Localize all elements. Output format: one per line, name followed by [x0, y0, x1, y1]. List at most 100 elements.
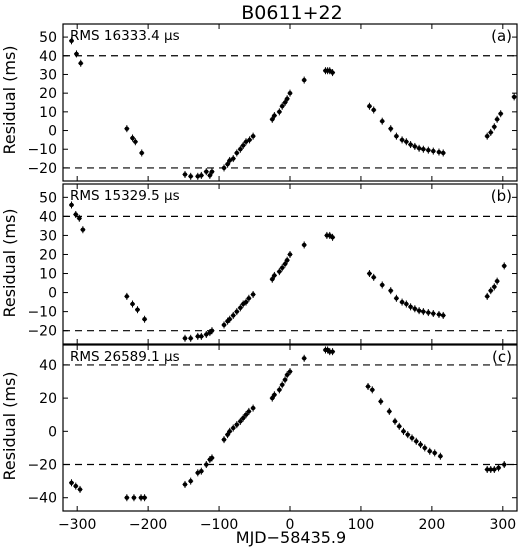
data-point: [484, 132, 490, 140]
data-point: [488, 128, 494, 136]
data-point: [271, 271, 277, 279]
data-point: [430, 310, 436, 318]
data-point: [392, 417, 398, 425]
y-tick-label: −20: [27, 161, 57, 177]
data-point: [396, 422, 402, 430]
point-marker: [272, 113, 277, 118]
data-point: [250, 290, 256, 298]
data-point: [237, 145, 243, 153]
data-point: [227, 427, 233, 435]
point-marker: [188, 174, 193, 179]
point-marker: [243, 139, 249, 144]
data-point: [484, 292, 490, 300]
point-marker: [370, 387, 375, 393]
data-point: [409, 434, 415, 442]
rms-annotation: RMS 15329.5 μs: [70, 188, 180, 204]
point-marker: [69, 202, 74, 208]
data-point: [243, 411, 249, 419]
y-tick-label: 50: [39, 190, 57, 206]
point-marker: [188, 478, 193, 484]
data-point: [366, 270, 372, 278]
x-tick-label: −300: [58, 517, 96, 533]
data-point: [78, 59, 84, 67]
point-marker: [209, 328, 215, 333]
data-point: [182, 480, 188, 488]
y-tick-label: −20: [27, 324, 57, 340]
point-marker: [142, 317, 147, 322]
point-marker: [421, 147, 426, 152]
data-point: [432, 449, 438, 457]
data-point: [276, 268, 282, 276]
data-point: [488, 287, 494, 295]
data-point: [250, 132, 256, 140]
data-point: [73, 210, 79, 218]
point-marker: [199, 468, 204, 474]
point-marker: [422, 445, 427, 451]
data-point: [73, 50, 79, 58]
y-axis-label-a: Residual (ms): [0, 45, 19, 154]
data-point: [436, 148, 442, 156]
data-point: [330, 233, 336, 241]
x-axis-label: MJD−58435.9: [236, 528, 346, 547]
point-marker: [277, 387, 282, 393]
data-point: [416, 144, 422, 152]
point-marker: [488, 130, 493, 135]
data-point: [80, 226, 86, 234]
y-tick-label: −20: [27, 458, 57, 474]
data-point: [240, 300, 246, 308]
point-marker: [182, 172, 188, 177]
point-marker: [238, 305, 243, 311]
data-point: [430, 147, 436, 155]
point-marker: [207, 173, 213, 178]
data-point: [287, 89, 293, 97]
y-tick-label: 30: [39, 67, 57, 83]
y-tick-label: 50: [39, 30, 57, 46]
data-point: [282, 376, 288, 384]
y-tick-label: 0: [48, 286, 57, 302]
x-tick-label: −100: [200, 517, 238, 533]
point-marker: [133, 139, 138, 144]
point-marker: [485, 467, 490, 472]
point-marker: [301, 242, 307, 248]
point-marker: [204, 462, 209, 467]
point-marker: [488, 467, 493, 472]
point-marker: [131, 495, 137, 500]
point-marker: [195, 334, 200, 339]
point-marker: [250, 133, 256, 139]
point-marker: [427, 449, 432, 454]
data-point: [225, 160, 231, 168]
point-marker: [365, 384, 371, 389]
data-point: [420, 145, 426, 153]
data-point: [209, 327, 215, 335]
point-marker: [277, 269, 282, 274]
point-marker: [367, 104, 372, 109]
data-point: [379, 117, 385, 125]
point-marker: [282, 377, 288, 383]
data-point: [494, 277, 500, 285]
point-marker: [209, 455, 215, 461]
point-marker: [77, 487, 83, 492]
point-marker: [330, 349, 335, 354]
data-point: [250, 404, 256, 412]
point-marker: [204, 169, 209, 174]
point-marker: [188, 336, 193, 341]
data-point: [330, 69, 336, 77]
data-point: [209, 454, 215, 462]
point-marker: [485, 133, 490, 139]
panel-label: (a): [491, 27, 512, 45]
data-point: [416, 307, 422, 315]
data-point: [203, 168, 209, 176]
point-marker: [502, 462, 507, 467]
data-point: [246, 407, 252, 415]
data-point: [221, 436, 227, 444]
point-marker: [135, 307, 140, 312]
point-marker: [227, 158, 232, 163]
data-point: [230, 424, 236, 432]
point-marker: [270, 395, 275, 401]
point-marker: [421, 309, 426, 314]
data-point: [130, 134, 136, 142]
data-point: [408, 303, 414, 311]
data-point: [408, 141, 414, 149]
point-marker: [388, 288, 393, 293]
data-point: [399, 298, 405, 306]
